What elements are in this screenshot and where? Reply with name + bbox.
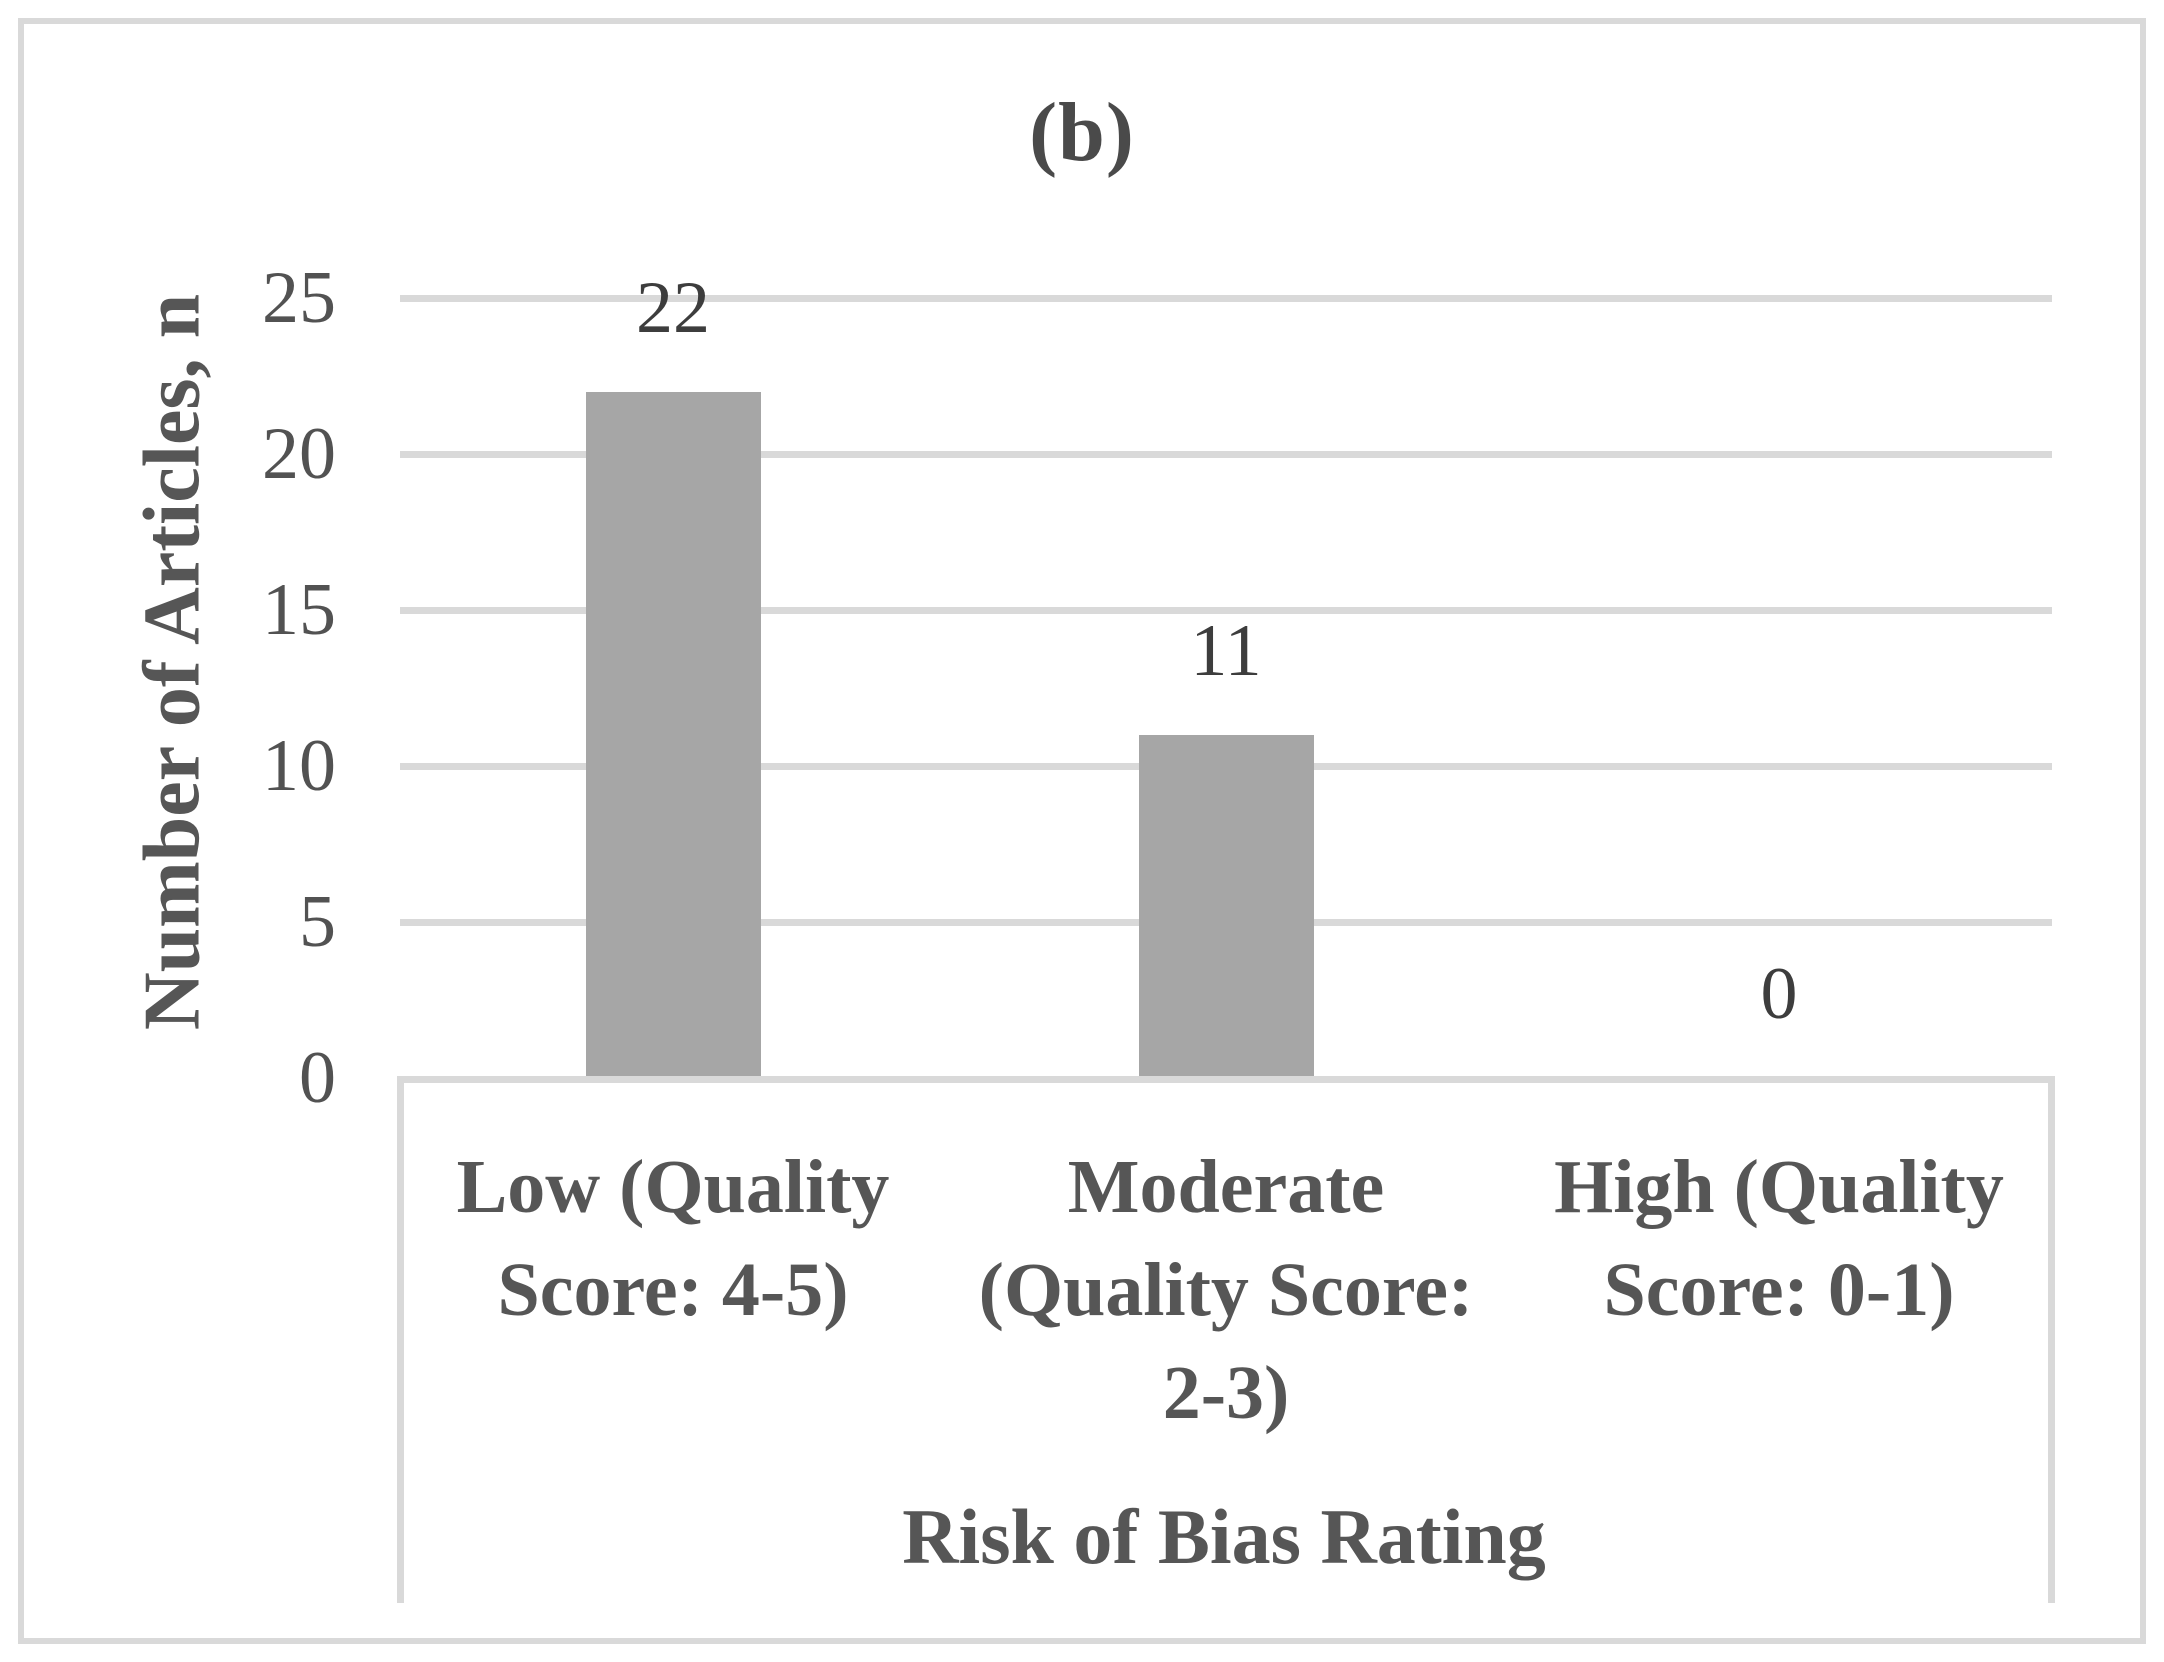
bar-value-label-2: 0 xyxy=(1760,953,1798,1035)
figure-outer-border xyxy=(18,18,2146,1644)
y-tick-label-25: 25 xyxy=(262,257,336,339)
category-label-line: Low (Quality xyxy=(456,1145,890,1229)
y-tick-label-0: 0 xyxy=(299,1037,336,1119)
category-label-line: (Quality Score: xyxy=(978,1248,1474,1332)
category-label-0: Low (Quality Score: 4-5) xyxy=(393,1136,953,1342)
category-axis-box xyxy=(397,1076,2055,1603)
category-label-line: High (Quality xyxy=(1554,1145,2004,1229)
x-axis-title: Risk of Bias Rating xyxy=(902,1493,1546,1580)
bar-value-label-0: 22 xyxy=(636,267,710,349)
bar-value-label-1: 11 xyxy=(1190,610,1262,692)
y-tick-label-20: 20 xyxy=(262,413,336,495)
bar-0 xyxy=(586,392,761,1078)
chart-title: (b) xyxy=(1029,86,1135,179)
bar-1 xyxy=(1139,735,1314,1078)
category-label-2: High (Quality Score: 0-1) xyxy=(1499,1136,2059,1342)
y-tick-label-15: 15 xyxy=(262,569,336,651)
category-label-line: 2-3) xyxy=(1162,1351,1290,1435)
y-tick-label-5: 5 xyxy=(299,881,336,963)
gridline-y-15 xyxy=(400,607,2052,614)
category-label-line: Score: 0-1) xyxy=(1603,1248,1955,1332)
gridline-y-20 xyxy=(400,451,2052,458)
category-label-1: Moderate (Quality Score: 2-3) xyxy=(946,1136,1506,1445)
category-label-line: Score: 4-5) xyxy=(497,1248,849,1332)
category-label-line: Moderate xyxy=(1067,1145,1385,1229)
gridline-y-25 xyxy=(400,295,2052,302)
y-tick-label-10: 10 xyxy=(262,725,336,807)
